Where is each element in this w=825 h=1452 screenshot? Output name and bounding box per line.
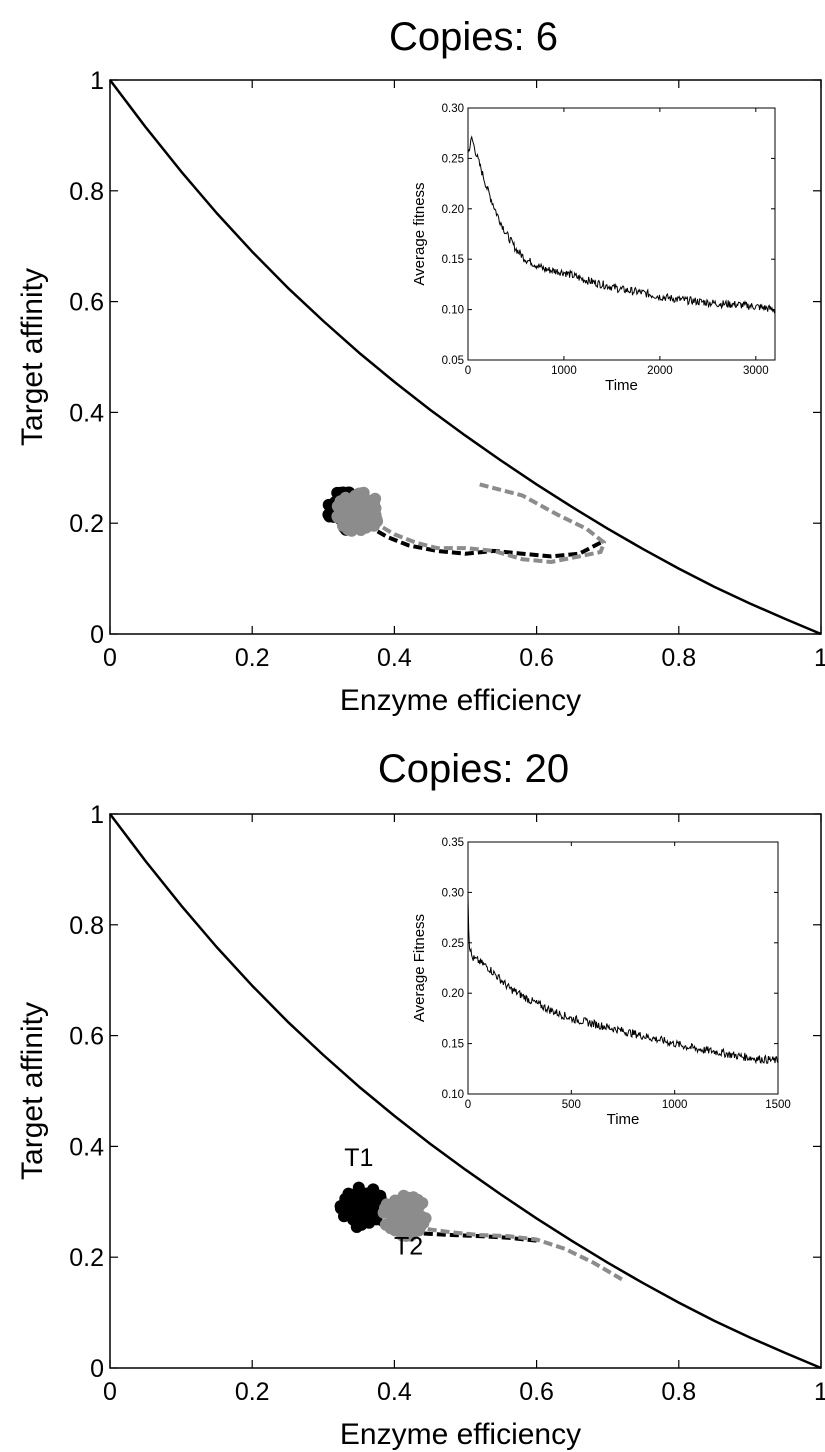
y-tick-label: 0 (90, 621, 104, 649)
inset-x-tick-label: 2000 (647, 365, 673, 377)
trajectory-series (358, 521, 602, 559)
inset-y-tick-label: 0.20 (442, 204, 464, 216)
inset-y-tick-label: 0.20 (442, 988, 464, 1000)
annotation-label: T2 (394, 1232, 423, 1260)
x-tick-label: 0.2 (235, 644, 270, 672)
inset-x-tick-label: 3000 (743, 365, 769, 377)
cluster-point (334, 495, 347, 508)
trajectory-series (414, 1222, 623, 1282)
cluster-point (357, 1211, 370, 1224)
x-tick-label: 0.8 (661, 1378, 696, 1406)
trajectory-series (364, 1213, 537, 1243)
inset-x-tick-label: 1000 (551, 365, 577, 377)
cluster-point (350, 1194, 363, 1207)
front-curve (109, 813, 822, 1370)
cluster-point (384, 1222, 397, 1235)
cluster-point (394, 1194, 407, 1207)
inset-y-tick-label: 0.25 (442, 153, 464, 165)
inset-x-tick-label: 0 (465, 365, 471, 377)
plot-area (109, 79, 822, 635)
cluster-point (365, 519, 378, 532)
y-tick-label: 0.2 (69, 1244, 104, 1272)
front-curve (109, 79, 822, 636)
x-axis-label: Enzyme efficiency (340, 684, 581, 717)
plot-area (109, 813, 822, 1369)
cluster-point (407, 1195, 420, 1208)
x-axis-label: Enzyme efficiency (340, 1418, 581, 1451)
inset-x-tick-label: 500 (562, 1099, 581, 1111)
y-tick-label: 1 (90, 67, 104, 95)
inset-y-axis-label: Average Fitness (411, 914, 428, 1022)
inset-x-axis-label: Time (605, 377, 638, 394)
inset-y-tick-label: 0.10 (442, 1089, 464, 1101)
y-axis-label: Target affinity (16, 1002, 49, 1180)
x-tick-label: 1 (814, 644, 825, 672)
cluster-point (377, 1206, 390, 1219)
inset-x-tick-label: 1500 (765, 1099, 791, 1111)
cluster-point (403, 1215, 416, 1228)
annotation-label: T1 (344, 1144, 373, 1172)
inset-y-tick-label: 0.05 (442, 355, 464, 367)
inset-x-tick-label: 1000 (662, 1099, 688, 1111)
inset-y-tick-label: 0.15 (442, 254, 464, 266)
y-tick-label: 0.2 (69, 510, 104, 538)
cluster-point (357, 489, 370, 502)
y-tick-label: 0.4 (69, 1133, 104, 1161)
cluster-blob (331, 486, 384, 537)
y-tick-label: 0.8 (69, 178, 104, 206)
inset-plot-area (467, 107, 776, 361)
y-tick-label: 0 (90, 1355, 104, 1383)
y-tick-label: 1 (90, 801, 104, 829)
chart-title: Copies: 20 (378, 747, 569, 791)
cluster-point (361, 1198, 374, 1211)
inset-fitness-line (467, 894, 779, 1065)
x-tick-label: 0.8 (661, 644, 696, 672)
inset-y-tick-label: 0.35 (442, 837, 464, 849)
x-tick-label: 0.4 (377, 644, 412, 672)
cluster-blob (377, 1189, 432, 1242)
inset-y-tick-label: 0.25 (442, 938, 464, 950)
cluster-point (369, 502, 382, 515)
y-axis-label: Target affinity (16, 268, 49, 446)
x-tick-label: 0.2 (235, 1378, 270, 1406)
x-tick-label: 0.6 (519, 644, 554, 672)
inset-y-tick-label: 0.30 (442, 103, 464, 115)
x-tick-label: 0 (103, 644, 117, 672)
y-tick-label: 0.6 (69, 289, 104, 317)
inset-plot-area (467, 841, 779, 1095)
y-tick-label: 0.6 (69, 1023, 104, 1051)
inset-y-axis-label: Average fitness (411, 182, 428, 285)
inset-y-tick-label: 0.10 (442, 305, 464, 317)
y-tick-label: 0.4 (69, 399, 104, 427)
cluster-point (407, 1227, 420, 1239)
trajectory-series (365, 482, 607, 564)
x-tick-label: 0 (103, 1378, 117, 1406)
inset-y-tick-label: 0.30 (442, 887, 464, 899)
cluster-point (339, 1192, 352, 1205)
cluster-point (337, 519, 349, 532)
cluster-point (386, 1206, 399, 1219)
inset-x-axis-label: Time (607, 1111, 640, 1128)
cluster-point (338, 1210, 350, 1223)
chart-title: Copies: 6 (389, 15, 558, 59)
y-tick-label: 0.8 (69, 912, 104, 940)
inset-x-tick-label: 0 (465, 1099, 471, 1111)
inset-y-tick-label: 0.15 (442, 1039, 464, 1051)
cluster-point (341, 503, 354, 516)
cluster-point (346, 516, 359, 529)
x-tick-label: 0.6 (519, 1378, 554, 1406)
x-tick-label: 0.4 (377, 1378, 412, 1406)
inset-fitness-line (467, 135, 776, 314)
x-tick-label: 1 (814, 1378, 825, 1406)
